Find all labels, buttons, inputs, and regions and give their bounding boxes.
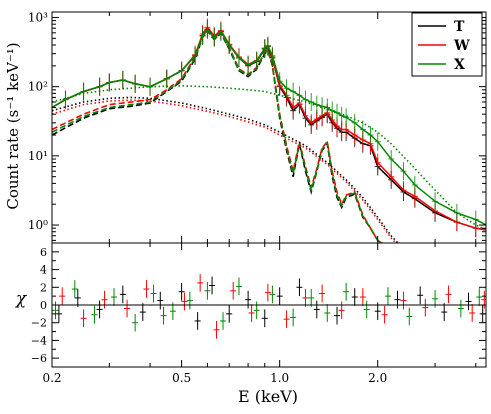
y-axis-label-residuals: χ [15, 289, 28, 309]
x-tick-label: 0.2 [42, 371, 61, 385]
series-x [52, 20, 486, 235]
residuals-plot-area [52, 274, 486, 339]
legend-label: W [453, 38, 470, 54]
legend-label: X [454, 57, 465, 73]
y-tick-label: −6 [31, 352, 47, 365]
x-axis-label: E (keV) [238, 387, 298, 406]
spectrum-panel: 10⁰ 10¹ 10² 10³ [28, 10, 487, 244]
y-tick-label: 10⁰ [28, 218, 48, 232]
x-tick-label: 2.0 [368, 371, 387, 385]
residual-series [55, 276, 486, 330]
spectrum-plot-area [52, 18, 486, 243]
y-tick-label: −4 [31, 334, 47, 347]
x-tick-label: 0.5 [172, 371, 191, 385]
legend-label: T [454, 19, 465, 35]
residual-series [52, 277, 483, 332]
model-line-x [52, 28, 486, 226]
y-tick-label: 6 [40, 246, 47, 259]
residual-series [59, 274, 486, 339]
model-component-line [52, 99, 397, 243]
model-component-line [52, 96, 400, 243]
x-tick-label: 1.0 [270, 371, 289, 385]
residuals-panel: −6 −4 −2 0 2 4 6 0.2 0.5 1.0 2.0 [31, 242, 487, 385]
y-tick-label: 0 [40, 299, 47, 312]
y-tick-label: 4 [40, 264, 47, 277]
y-axis-label-spectrum: Count rate (s⁻¹ keV⁻¹) [4, 42, 22, 209]
y-tick-label: −2 [31, 317, 47, 330]
y-tick-label: 2 [40, 281, 47, 294]
y-tick-label: 10¹ [28, 149, 48, 163]
legend: TWX [411, 12, 483, 77]
y-tick-label: 10² [28, 80, 48, 94]
y-tick-label: 10³ [28, 10, 48, 24]
